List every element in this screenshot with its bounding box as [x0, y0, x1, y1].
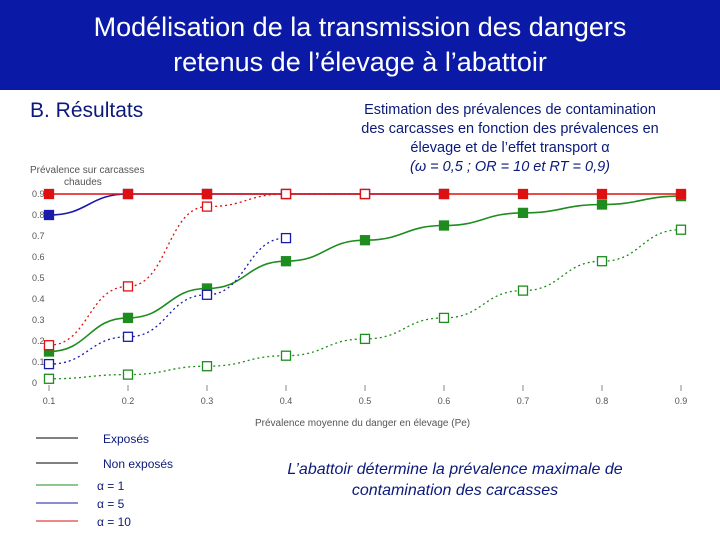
legend-unexposed: Non exposés — [103, 457, 173, 471]
subtitle-line-2: des carcasses en fonction des prévalence… — [361, 121, 659, 137]
legend-exposed: Exposés — [103, 432, 149, 446]
data-point — [122, 281, 134, 292]
data-point — [359, 235, 371, 246]
subtitle-line-3: élevage et de l’effet transport α — [410, 140, 610, 156]
data-point — [280, 188, 292, 200]
y-tick-label: 0.9 — [32, 189, 45, 199]
data-point — [201, 188, 213, 200]
legend-alpha5: α = 5 — [97, 497, 125, 511]
x-tick-label: 0.1 — [43, 396, 56, 406]
data-point — [675, 188, 687, 200]
data-point — [517, 207, 529, 219]
data-point — [122, 312, 134, 324]
data-point — [43, 188, 55, 200]
x-tick-label: 0.6 — [438, 396, 451, 406]
series-line-4 — [48, 237, 287, 365]
data-point — [122, 188, 134, 200]
data-point — [517, 188, 529, 200]
data-point — [596, 256, 608, 267]
x-tick-label: 0.7 — [517, 396, 530, 406]
conclusion-text: L’abattoir détermine la prévalence maxim… — [235, 459, 675, 501]
data-point — [438, 220, 450, 231]
data-point — [122, 369, 134, 380]
data-point — [359, 188, 371, 200]
x-tick-label: 0.4 — [280, 396, 293, 406]
data-point — [438, 188, 450, 200]
data-point — [201, 289, 213, 300]
data-point — [596, 199, 608, 210]
slide-title-line-1: Modélisation de la transmission des dang… — [93, 12, 627, 42]
legend-alpha1: α = 1 — [97, 479, 125, 493]
conclusion-line-1: L’abattoir détermine la prévalence maxim… — [287, 461, 623, 478]
y-axis-label-line-1: Prévalence sur carcasses — [30, 165, 145, 176]
data-point — [201, 361, 213, 372]
data-point — [43, 358, 55, 370]
y-tick-label: 0 — [32, 378, 37, 388]
x-tick-label: 0.5 — [359, 396, 372, 406]
slide-title-line-2: retenus de l’élevage à l’abattoir — [173, 47, 547, 77]
subtitle-line-1: Estimation des prévalences de contaminat… — [364, 102, 656, 118]
data-point — [359, 333, 371, 345]
data-point — [517, 285, 529, 296]
data-point — [280, 350, 292, 361]
x-axis-label: Prévalence moyenne du danger en élevage … — [255, 418, 470, 429]
y-tick-label: 0.6 — [32, 252, 45, 262]
y-tick-label: 0.2 — [32, 336, 45, 346]
data-point — [122, 331, 134, 342]
conclusion-line-2: contamination des carcasses — [351, 482, 559, 499]
y-tick-label: 0.8 — [32, 210, 45, 220]
y-tick-label: 0.4 — [32, 294, 45, 304]
y-axis-label-line-2: chaudes — [64, 177, 102, 188]
data-point — [675, 224, 687, 235]
y-tick-label: 0.1 — [32, 357, 45, 367]
x-tick-label: 0.9 — [675, 396, 688, 406]
x-tick-label: 0.2 — [122, 396, 135, 406]
y-tick-label: 0.3 — [32, 315, 45, 325]
data-point — [596, 188, 608, 200]
title-bar — [0, 0, 720, 90]
section-title: B. Résultats — [30, 99, 144, 122]
series-line-1 — [48, 195, 682, 353]
series-line-6 — [48, 193, 365, 346]
data-point — [43, 340, 55, 351]
x-tick-label: 0.8 — [596, 396, 609, 406]
data-point — [201, 201, 213, 212]
data-point — [280, 256, 292, 267]
y-tick-label: 0.5 — [32, 273, 45, 283]
x-tick-label: 0.3 — [201, 396, 214, 406]
legend-alpha10: α = 10 — [97, 515, 131, 529]
series-line-3 — [48, 193, 444, 216]
data-point — [280, 232, 292, 244]
chart-subtitle: Estimation des prévalences de contaminat… — [325, 101, 695, 177]
data-point — [438, 312, 450, 324]
y-tick-label: 0.7 — [32, 231, 45, 241]
subtitle-line-4: (ω = 0,5 ; OR = 10 et RT = 0,9) — [409, 159, 611, 175]
data-point — [43, 373, 55, 384]
series-line-2 — [48, 229, 682, 380]
data-point — [43, 209, 55, 221]
